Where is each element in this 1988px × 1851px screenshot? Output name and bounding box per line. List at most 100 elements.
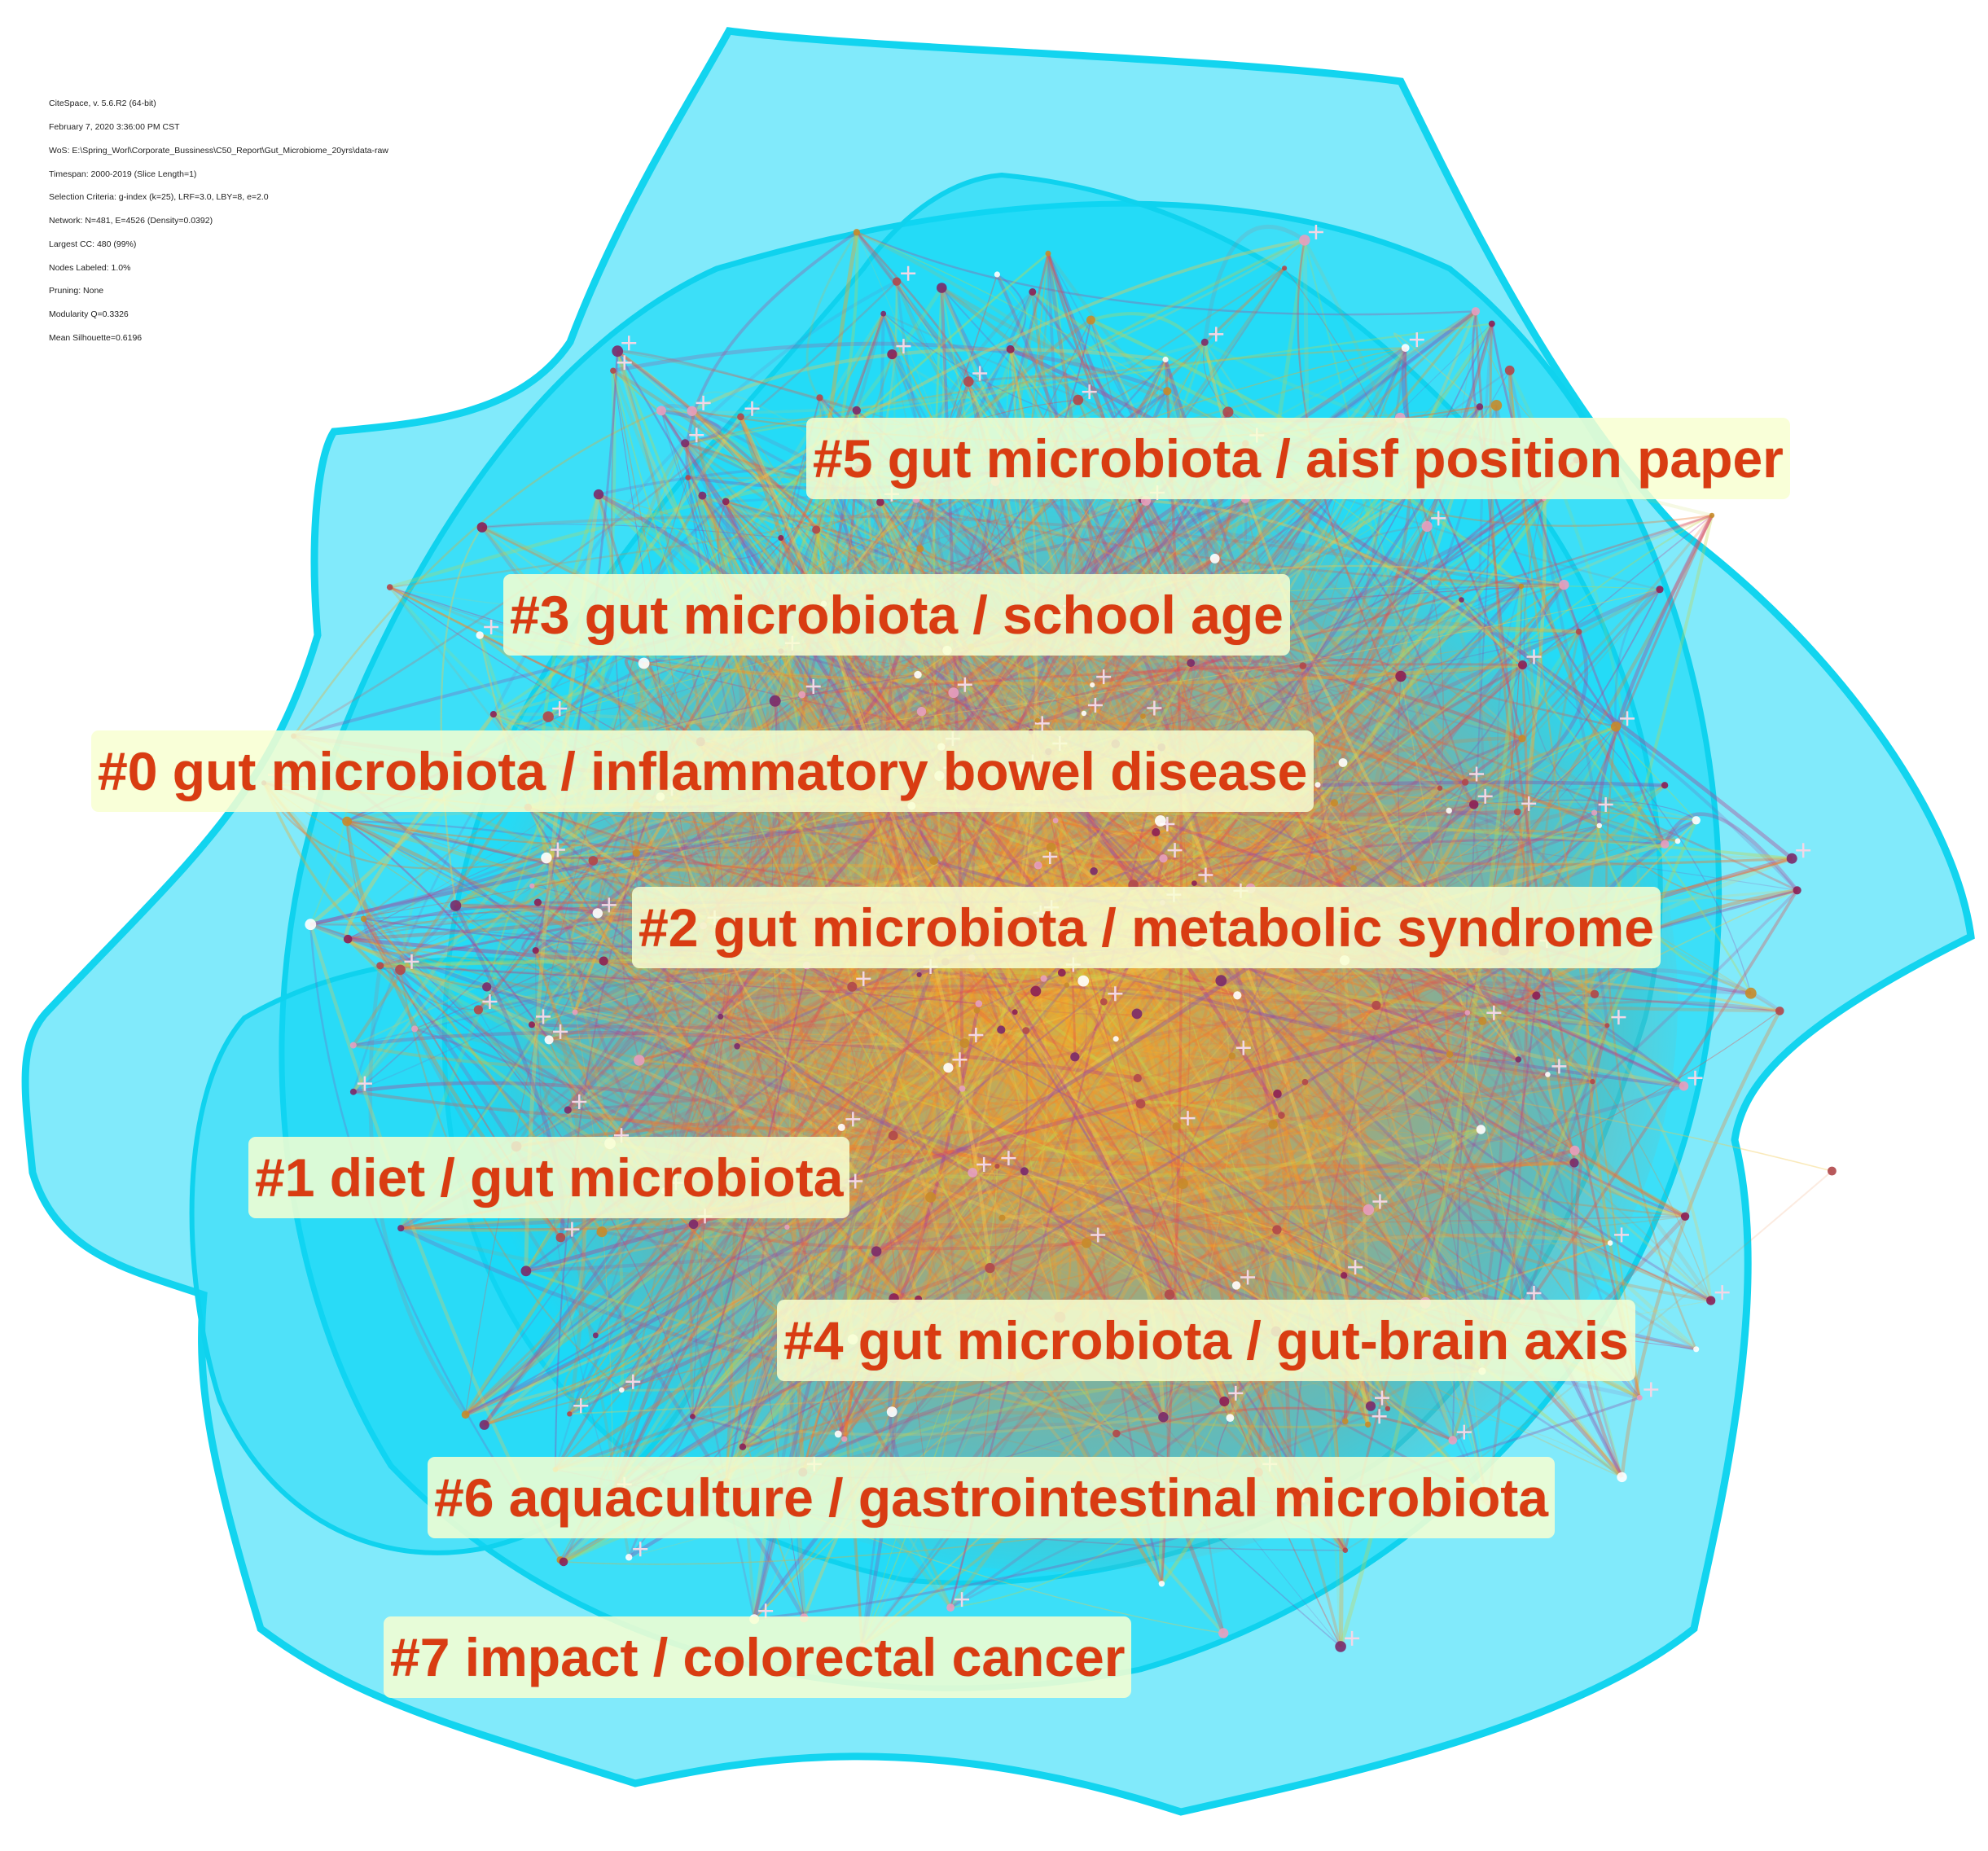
- citation-link: [309, 923, 1087, 1245]
- cited-reference-node: [1112, 1429, 1121, 1438]
- cluster-label-6: #6 aquaculture / gastrointestinal microb…: [428, 1457, 1555, 1538]
- node-cross-marker: [1087, 698, 1103, 713]
- cited-reference-node: [1693, 1346, 1700, 1353]
- citation-link: [525, 1011, 1468, 1274]
- cited-reference-node: [681, 439, 690, 448]
- cited-reference-node: [1090, 682, 1095, 688]
- citation-link: [1163, 665, 1524, 860]
- cited-reference-node: [1155, 815, 1166, 827]
- citation-link: [865, 313, 884, 359]
- citation-link: [309, 415, 743, 926]
- citation-link: [597, 492, 1083, 961]
- cited-reference-node: [1518, 583, 1525, 590]
- cited-reference-node: [688, 1219, 699, 1230]
- cited-reference-node: [963, 376, 974, 387]
- citation-link: [1467, 1011, 1686, 1088]
- cited-reference-node: [1793, 886, 1801, 895]
- cited-reference-node: [1421, 520, 1433, 533]
- citation-link: [724, 713, 1086, 1483]
- node-cross-marker: [805, 678, 821, 694]
- citation-link: [525, 1084, 1685, 1273]
- cited-reference-node: [1518, 735, 1526, 743]
- cited-reference-node: [1073, 394, 1084, 406]
- cited-reference-node: [529, 1021, 535, 1029]
- citation-link: [1055, 802, 1335, 836]
- cited-reference-node: [476, 631, 484, 639]
- cited-reference-node: [1273, 1089, 1282, 1099]
- citation-link: [538, 901, 973, 1173]
- cited-reference-node: [1395, 670, 1407, 682]
- citation-link: [310, 675, 1402, 925]
- cited-reference-node: [734, 1043, 740, 1050]
- cited-reference-node: [1488, 320, 1495, 327]
- cited-reference-node: [698, 491, 707, 500]
- cluster-label-7: #7 impact / colorectal cancer: [384, 1616, 1132, 1698]
- cited-reference-node: [349, 1088, 357, 1095]
- citation-link: [852, 986, 1138, 1015]
- cited-reference-node: [916, 707, 927, 717]
- cited-reference-node: [360, 915, 367, 923]
- citation-link: [537, 901, 1302, 1371]
- cited-reference-node: [450, 900, 462, 911]
- citation-link: [801, 990, 1038, 1473]
- citation-link: [1332, 675, 1403, 1276]
- cited-reference-node: [685, 475, 691, 480]
- cited-reference-node: [1610, 722, 1622, 732]
- citation-link: [864, 794, 1697, 1350]
- citation-link: [1486, 665, 1529, 1504]
- citation-link: [752, 390, 1170, 1620]
- cited-reference-node: [871, 1246, 882, 1257]
- cited-reference-node: [959, 1086, 966, 1092]
- cited-reference-node: [1228, 1052, 1236, 1059]
- node-cross-marker: [1598, 797, 1613, 813]
- cited-reference-node: [1222, 406, 1234, 418]
- node-cross-marker: [573, 1398, 589, 1414]
- node-cross-marker: [1001, 1151, 1016, 1166]
- cited-reference-node: [1219, 1396, 1230, 1406]
- cited-reference-node: [489, 711, 498, 718]
- metadata-line: Nodes Labeled: 1.0%: [49, 262, 131, 273]
- citation-link: [660, 408, 722, 445]
- citation-link: [725, 500, 1679, 843]
- citation-link: [639, 1059, 1524, 1303]
- citation-link: [464, 761, 1345, 1416]
- citation-link: [692, 1222, 1087, 1251]
- citation-link: [568, 720, 1038, 1415]
- metadata-line: Largest CC: 480 (99%): [49, 239, 137, 249]
- cited-reference-node: [929, 856, 938, 865]
- cited-reference-node: [1029, 288, 1037, 296]
- cited-reference-node: [916, 545, 924, 553]
- cited-reference-node: [1591, 809, 1598, 816]
- cited-reference-node: [985, 1262, 995, 1274]
- cited-reference-node: [1163, 387, 1172, 396]
- citation-link: [971, 462, 1369, 958]
- cited-reference-node: [847, 981, 858, 992]
- cited-reference-node: [1164, 1289, 1175, 1300]
- cluster-label-2: #2 gut microbiota / metabolic syndrome: [632, 887, 1661, 968]
- cited-reference-node: [1099, 998, 1108, 1006]
- citation-link: [346, 821, 479, 1011]
- metadata-line: Timespan: 2000-2019 (Slice Length=1): [49, 169, 197, 179]
- cited-reference-node: [1012, 1009, 1018, 1015]
- citation-link: [1490, 323, 1666, 845]
- metadata-line: February 7, 2020 3:36:00 PM CST: [49, 121, 180, 132]
- citation-link: [726, 1024, 1608, 1484]
- cited-reference-node: [1559, 579, 1569, 590]
- citation-link: [806, 964, 1426, 1304]
- cited-reference-node: [997, 1025, 1006, 1034]
- citation-link: [1000, 1028, 1612, 1245]
- node-cross-marker: [848, 1173, 863, 1189]
- cited-reference-node: [625, 1554, 633, 1561]
- cited-reference-node: [816, 394, 823, 401]
- cited-reference-node: [592, 908, 603, 919]
- cited-reference-node: [1034, 717, 1040, 723]
- cited-reference-node: [1365, 1421, 1371, 1428]
- node-cross-marker: [1034, 716, 1050, 731]
- citation-link: [639, 977, 1044, 1062]
- cited-reference-node: [596, 1226, 608, 1238]
- cited-reference-node: [1064, 982, 1070, 988]
- cited-reference-node: [739, 1443, 747, 1450]
- cited-reference-node: [1464, 1010, 1471, 1015]
- node-cross-marker: [1372, 1194, 1388, 1209]
- citation-link: [1090, 312, 1230, 413]
